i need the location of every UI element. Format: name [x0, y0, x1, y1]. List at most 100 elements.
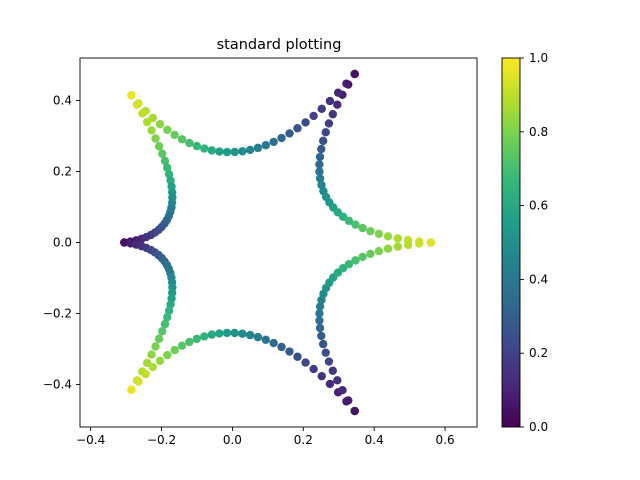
scatter-point: [293, 352, 302, 361]
scatter-point: [163, 350, 172, 360]
scatter-point: [383, 244, 393, 253]
x-tick-label: 0.2: [294, 433, 313, 447]
scatter-point: [309, 364, 318, 374]
scatter-point: [154, 334, 164, 343]
scatter-point: [127, 385, 136, 394]
x-tick-label: 0.6: [436, 433, 455, 447]
scatter-point: [293, 124, 302, 133]
colorbar-tick-label: 0.0: [529, 420, 548, 434]
scatter-point: [170, 130, 179, 140]
scatter-point: [160, 319, 170, 329]
colorbar: 0.0 0.2 0.4 0.6 0.8 1.0: [501, 51, 548, 434]
scatter-point: [230, 147, 239, 157]
scatter-point: [155, 356, 165, 365]
scatter-point: [309, 111, 318, 121]
scatter-point: [253, 332, 263, 342]
scatter-point: [301, 118, 310, 127]
y-tick-label: −0.4: [43, 377, 72, 391]
scatter-point: [374, 246, 384, 256]
scatter-point: [238, 147, 247, 156]
colorbar-tick-label: 0.4: [529, 272, 548, 286]
y-tick-label: 0.4: [53, 94, 72, 108]
scatter-point: [415, 239, 424, 248]
scatter-point: [315, 302, 325, 311]
scatter-point: [158, 149, 167, 158]
x-tick-label: −0.4: [76, 433, 105, 447]
scatter-point: [166, 300, 175, 309]
scatter-point: [163, 163, 172, 172]
colorbar-ticks: 0.0 0.2 0.4 0.6 0.8 1.0: [520, 51, 548, 434]
scatter-point: [358, 223, 367, 233]
scatter-point: [192, 334, 202, 344]
scatter-point: [328, 366, 337, 375]
scatter-point: [215, 329, 224, 338]
scatter-point: [344, 259, 354, 269]
scatter-point: [261, 335, 270, 344]
scatter-point: [185, 337, 194, 347]
scatter-point: [222, 147, 232, 157]
scatter-point: [315, 316, 324, 325]
scatter-point: [351, 220, 360, 229]
scatter-point: [127, 91, 136, 100]
scatter-point: [358, 252, 367, 262]
scatter-point: [338, 386, 347, 395]
scatter-point: [317, 180, 326, 190]
scatter-point: [120, 238, 129, 247]
colorbar-tick-label: 0.6: [529, 199, 548, 213]
scatter-point: [333, 88, 343, 97]
y-tick-label: −0.2: [43, 306, 72, 320]
scatter-point: [318, 339, 328, 349]
scatter-point: [177, 135, 187, 144]
scatter-point: [285, 347, 294, 356]
scatter-point: [147, 126, 156, 135]
scatter-point: [132, 100, 142, 109]
scatter-point: [142, 117, 152, 127]
scatter-point: [315, 174, 325, 183]
y-tick-label: 0.2: [53, 165, 72, 179]
scatter-point: [317, 144, 326, 154]
x-tick-label: 0.4: [365, 433, 384, 447]
scatter-point: [344, 216, 354, 226]
scatter-point: [215, 147, 224, 156]
scatter-point: [366, 226, 375, 236]
scatter-point: [148, 362, 158, 372]
colorbar-frame: [501, 57, 521, 428]
scatter-point: [151, 134, 160, 143]
x-tick-label: 0.0: [223, 433, 242, 447]
scatter-point: [321, 348, 330, 357]
scatter-point: [163, 313, 172, 322]
scatter-point: [317, 331, 326, 341]
scatter-point: [277, 133, 286, 143]
scatter-point: [344, 396, 353, 405]
scatter-point: [321, 128, 330, 137]
scatter-point: [333, 100, 342, 109]
y-axis: −0.4 −0.2 0.0 0.2 0.4: [43, 94, 80, 391]
scatter-point: [147, 350, 156, 359]
scatter-point: [383, 232, 393, 241]
scatter-point: [200, 332, 209, 341]
scatter-point: [185, 138, 194, 148]
scatter-point: [315, 152, 325, 162]
colorbar-tick-label: 0.2: [529, 346, 548, 360]
scatter-point: [154, 142, 164, 151]
scatter-point: [350, 406, 359, 416]
scatter-point: [315, 160, 324, 169]
colorbar-tick-label: 0.8: [529, 125, 548, 139]
scatter-point: [141, 369, 150, 379]
scatter-point: [366, 249, 375, 259]
scatter-point: [350, 69, 359, 79]
x-axis: −0.4 −0.2 0.0 0.2 0.4 0.6: [76, 427, 455, 447]
scatter-point: [325, 379, 335, 389]
scatter-point: [163, 125, 172, 135]
scatter-point: [301, 358, 310, 367]
scatter-point: [285, 129, 294, 138]
scatter-point: [318, 136, 328, 146]
y-tick-label: 0.0: [53, 236, 72, 250]
scatter-point: [393, 242, 402, 251]
scatter-point: [134, 377, 143, 386]
scatter-point: [277, 342, 286, 352]
scatter-point: [222, 328, 232, 338]
scatter-point: [269, 338, 278, 348]
scatter-point: [315, 167, 324, 176]
